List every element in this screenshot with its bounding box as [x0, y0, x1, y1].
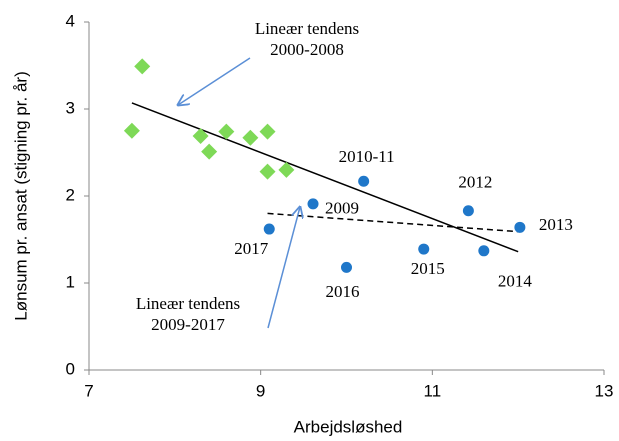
x-tick-label: 13 [595, 381, 614, 400]
trend-label: Lineær tendens [255, 19, 359, 38]
point [418, 243, 430, 255]
trend-line [267, 212, 519, 233]
point [358, 175, 370, 187]
annotation-arrow [267, 207, 300, 329]
point [218, 123, 235, 140]
point [307, 198, 319, 210]
x-tick-label: 9 [256, 381, 265, 400]
point [242, 129, 259, 146]
point-label: 2016 [326, 282, 360, 301]
trend-line [131, 102, 519, 253]
y-tick-label: 3 [66, 98, 75, 117]
point [123, 122, 140, 139]
point-label: 2015 [411, 259, 445, 278]
y-axis-label: Lønsum pr. ansat (stigning pr. år) [11, 71, 30, 320]
point [192, 127, 209, 144]
point-label: 2013 [539, 215, 573, 234]
point-label: 2009 [325, 199, 359, 218]
y-tick-label: 0 [66, 359, 75, 378]
x-axis-label: Arbejdsløshed [294, 417, 403, 436]
point-label: 2010-11 [339, 147, 395, 166]
point [201, 143, 218, 160]
point [514, 221, 526, 233]
point [259, 163, 276, 180]
annotation-arrow [178, 57, 251, 105]
point [341, 261, 352, 273]
point-label: 2017 [234, 239, 269, 258]
point-label: 2014 [498, 272, 533, 291]
y-tick-label: 4 [66, 11, 75, 30]
x-tick-label: 7 [84, 381, 93, 400]
point [278, 161, 295, 178]
trend-label: Lineær tendens [136, 294, 240, 313]
point [134, 58, 151, 75]
point-label: 2012 [458, 173, 492, 192]
point [263, 223, 275, 235]
trend-label: 2000-2008 [270, 40, 344, 59]
point [478, 245, 490, 257]
trend-label: 2009-2017 [151, 315, 225, 334]
point [462, 205, 474, 217]
y-tick-label: 1 [66, 272, 75, 291]
x-tick-label: 11 [424, 381, 442, 400]
y-tick-label: 2 [66, 185, 75, 204]
point [259, 123, 276, 140]
